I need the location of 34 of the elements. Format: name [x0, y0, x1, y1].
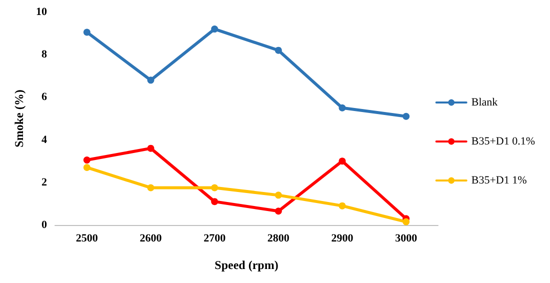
legend-label: Blank	[471, 96, 498, 108]
point	[402, 112, 410, 120]
point	[211, 26, 218, 33]
y-tick-label: 6	[42, 91, 48, 104]
point	[83, 164, 90, 171]
point	[274, 46, 282, 54]
legend-label: B35+D1 1%	[471, 174, 527, 186]
point	[147, 144, 154, 152]
x-tick-label: 3000	[395, 232, 418, 244]
x-tick-label: 2700	[204, 232, 226, 244]
x-tick-label: 2800	[267, 232, 290, 244]
point	[338, 202, 346, 210]
point	[274, 192, 282, 199]
point	[274, 208, 282, 215]
point	[83, 28, 90, 36]
point	[211, 198, 218, 206]
x-tick-label: 2900	[331, 232, 354, 244]
point	[147, 76, 154, 84]
point	[83, 156, 90, 164]
y-tick-label: 2	[42, 176, 48, 188]
point	[338, 158, 346, 165]
x-tick-label: 2500	[76, 232, 98, 244]
x-axis-title: Speed (rpm)	[214, 258, 278, 272]
y-tick-label: 0	[42, 219, 48, 231]
y-tick-label: 10	[36, 6, 48, 18]
point	[338, 104, 346, 112]
point	[402, 218, 410, 226]
point	[147, 184, 154, 192]
x-tick-label: 2600	[140, 232, 162, 244]
legend-label: B35+D1 0.1%	[471, 136, 536, 148]
point	[211, 184, 218, 192]
y-tick-label: 4	[42, 134, 48, 146]
y-axis-title: Smoke (%)	[12, 90, 26, 148]
y-tick-label: 8	[42, 48, 48, 61]
